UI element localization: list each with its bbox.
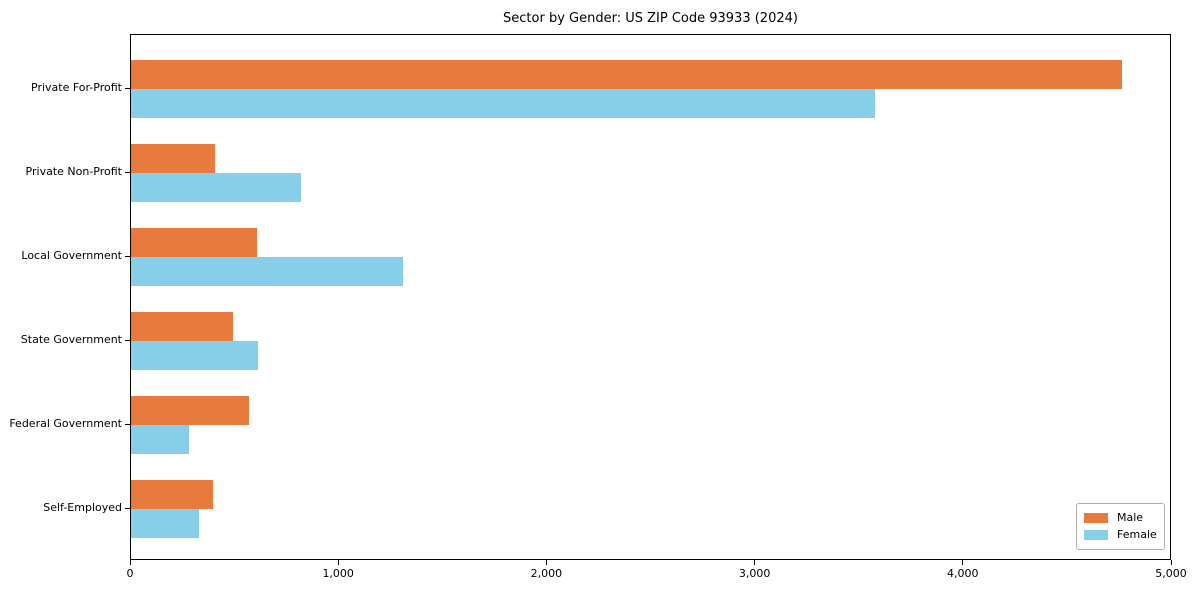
bar-female-5 — [131, 509, 199, 538]
legend-item-male: Male — [1084, 509, 1157, 526]
x-axis-tick-label-5: 5,000 — [1155, 567, 1187, 580]
x-axis-tick-mark-0 — [129, 560, 131, 565]
legend-swatch-male — [1084, 512, 1108, 523]
x-axis-tick-label-3: 3,000 — [738, 567, 771, 580]
x-axis-tick-label-1: 1,000 — [322, 567, 354, 580]
y-axis-tick-mark-1 — [125, 172, 130, 173]
x-axis-tick-label-4: 4,000 — [947, 567, 979, 580]
y-axis-tick-mark-4 — [125, 424, 130, 425]
y-axis-label-1: Private Non-Profit — [25, 165, 122, 178]
y-axis-tick-mark-0 — [125, 88, 130, 89]
x-axis-tick-mark-2 — [545, 560, 547, 565]
x-axis: 0 1,000 2,000 3,000 4,000 5,000 — [126, 560, 1187, 590]
chart-title: Sector by Gender: US ZIP Code 93933 (202… — [503, 11, 798, 26]
bar-female-0 — [131, 89, 875, 118]
bar-male-0 — [131, 60, 1123, 89]
bar-male-4 — [131, 396, 250, 425]
x-axis-tick-label-2: 2,000 — [530, 567, 563, 580]
y-axis-label-3: State Government — [20, 333, 122, 346]
x-axis-tick-mark-3 — [754, 560, 756, 565]
y-axis-tick-mark-5 — [125, 508, 130, 509]
legend-label-male: Male — [1117, 511, 1144, 524]
y-axis-label-2: Local Government — [21, 249, 122, 262]
plot-area: Male Female — [130, 34, 1171, 560]
y-axis-label-4: Federal Government — [9, 417, 122, 430]
x-axis-tick-mark-4 — [962, 560, 964, 565]
x-axis-tick-label-0: 0 — [126, 567, 134, 580]
bar-male-2 — [131, 228, 257, 257]
bar-male-3 — [131, 312, 233, 341]
y-axis-label-5: Self-Employed — [43, 501, 122, 514]
y-axis-tick-mark-3 — [125, 340, 130, 341]
bar-male-5 — [131, 480, 214, 509]
bar-female-3 — [131, 341, 258, 370]
y-axis-tick-mark-2 — [125, 256, 130, 257]
bar-male-1 — [131, 144, 216, 173]
x-axis-tick-mark-1 — [337, 560, 339, 565]
legend-item-female: Female — [1084, 526, 1157, 543]
bar-female-1 — [131, 173, 302, 202]
bar-female-2 — [131, 257, 404, 286]
y-axis-label-0: Private For-Profit — [31, 81, 122, 94]
bar-female-4 — [131, 425, 190, 454]
legend: Male Female — [1076, 503, 1165, 550]
legend-swatch-female — [1084, 529, 1108, 540]
legend-label-female: Female — [1117, 528, 1157, 541]
x-axis-tick-mark-5 — [1170, 560, 1172, 565]
